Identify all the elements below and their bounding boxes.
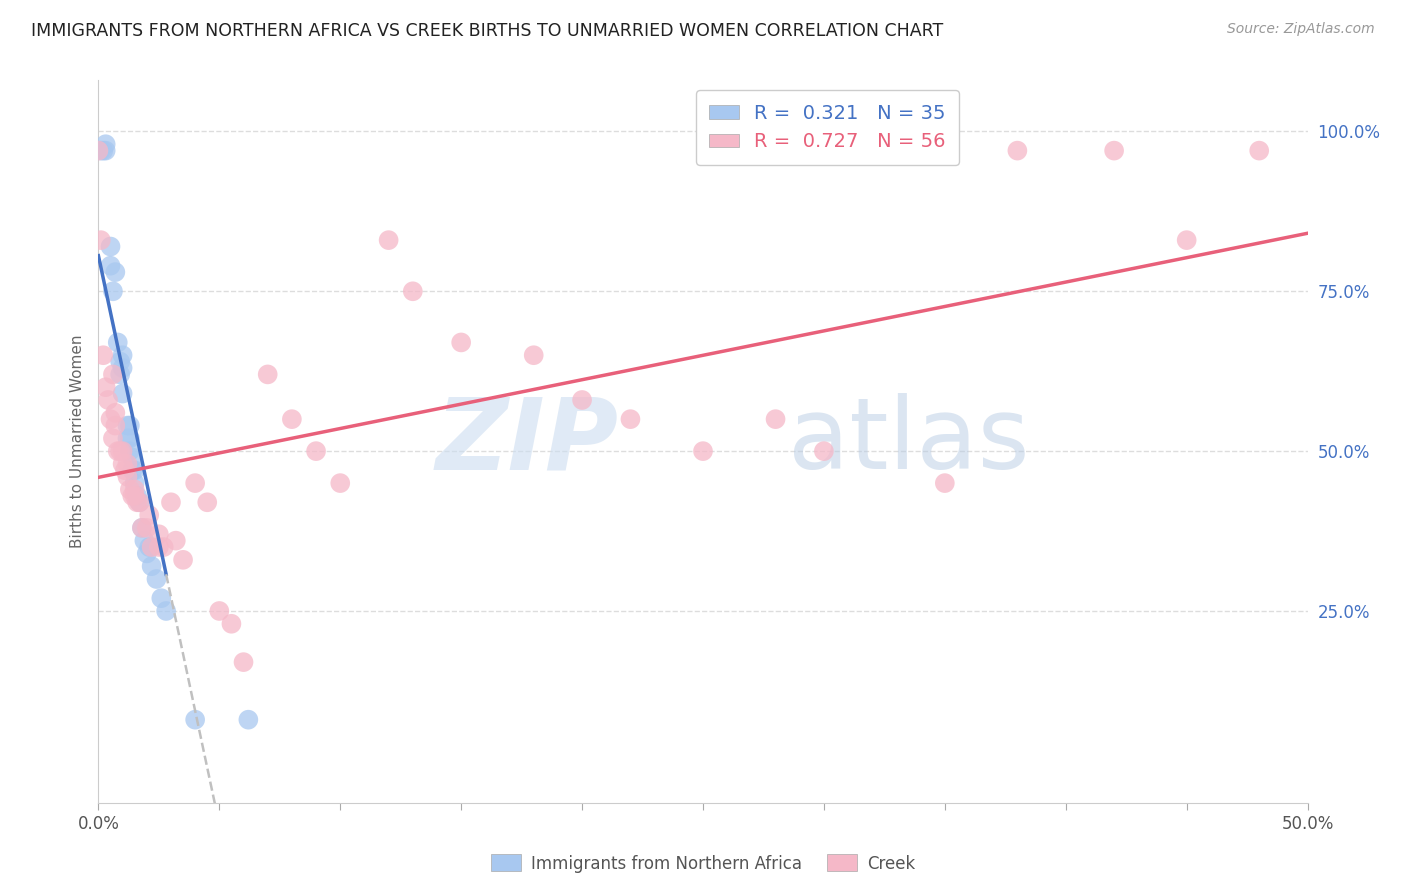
Point: [121, 489, 143, 503]
Point: [104, 406, 127, 420]
Point: [165, 533, 187, 548]
Point: [128, 495, 150, 509]
Point: [1102, 144, 1125, 158]
Legend: R =  0.321   N = 35, R =  0.727   N = 56: R = 0.321 N = 35, R = 0.727 N = 56: [696, 90, 959, 165]
Point: [117, 431, 139, 445]
Point: [117, 457, 139, 471]
Point: [377, 233, 399, 247]
Point: [124, 476, 146, 491]
Point: [111, 348, 134, 362]
Point: [118, 483, 141, 497]
Point: [131, 521, 153, 535]
Point: [101, 285, 124, 299]
Point: [121, 463, 143, 477]
Point: [90, 144, 112, 158]
Point: [108, 354, 131, 368]
Text: ZIP: ZIP: [436, 393, 619, 490]
Point: [108, 444, 131, 458]
Point: [87, 144, 110, 158]
Point: [1249, 144, 1271, 158]
Point: [765, 412, 787, 426]
Point: [118, 431, 141, 445]
Y-axis label: Births to Unmarried Women: Births to Unmarried Women: [69, 334, 84, 549]
Point: [101, 431, 124, 445]
Point: [108, 368, 131, 382]
Point: [402, 285, 425, 299]
Text: Source: ZipAtlas.com: Source: ZipAtlas.com: [1227, 22, 1375, 37]
Point: [256, 368, 278, 382]
Point: [571, 392, 593, 407]
Point: [94, 137, 117, 152]
Point: [104, 418, 127, 433]
Point: [100, 259, 122, 273]
Point: [813, 444, 835, 458]
Point: [91, 144, 114, 158]
Point: [117, 469, 139, 483]
Point: [184, 476, 207, 491]
Point: [134, 533, 156, 548]
Point: [111, 361, 134, 376]
Point: [160, 495, 183, 509]
Point: [124, 489, 146, 503]
Text: IMMIGRANTS FROM NORTHERN AFRICA VS CREEK BIRTHS TO UNMARRIED WOMEN CORRELATION C: IMMIGRANTS FROM NORTHERN AFRICA VS CREEK…: [31, 22, 943, 40]
Point: [238, 713, 260, 727]
Point: [145, 572, 167, 586]
Point: [135, 521, 157, 535]
Point: [111, 444, 134, 458]
Point: [111, 457, 134, 471]
Point: [91, 348, 114, 362]
Point: [208, 604, 231, 618]
Point: [107, 444, 129, 458]
Point: [114, 463, 136, 477]
Point: [128, 495, 150, 509]
Point: [104, 265, 127, 279]
Point: [934, 476, 956, 491]
Point: [124, 483, 146, 497]
Point: [138, 508, 160, 522]
Point: [127, 489, 149, 503]
Point: [90, 233, 112, 247]
Point: [121, 450, 143, 465]
Point: [148, 540, 170, 554]
Point: [221, 616, 243, 631]
Point: [184, 713, 207, 727]
Point: [94, 380, 117, 394]
Point: [305, 444, 328, 458]
Legend: Immigrants from Northern Africa, Creek: Immigrants from Northern Africa, Creek: [484, 847, 922, 880]
Point: [329, 476, 352, 491]
Point: [148, 527, 170, 541]
Point: [107, 335, 129, 350]
Point: [94, 144, 117, 158]
Point: [100, 239, 122, 253]
Point: [155, 604, 177, 618]
Point: [195, 495, 218, 509]
Point: [619, 412, 641, 426]
Text: atlas: atlas: [787, 393, 1029, 490]
Point: [124, 463, 146, 477]
Point: [152, 540, 174, 554]
Point: [141, 559, 163, 574]
Point: [692, 444, 714, 458]
Point: [1175, 233, 1198, 247]
Point: [131, 521, 153, 535]
Point: [118, 418, 141, 433]
Point: [523, 348, 546, 362]
Point: [141, 540, 163, 554]
Point: [150, 591, 173, 606]
Point: [232, 655, 254, 669]
Point: [111, 386, 134, 401]
Point: [117, 418, 139, 433]
Point: [118, 444, 141, 458]
Point: [127, 495, 149, 509]
Point: [1007, 144, 1029, 158]
Point: [172, 553, 194, 567]
Point: [97, 392, 120, 407]
Point: [101, 368, 124, 382]
Point: [135, 546, 157, 560]
Point: [450, 335, 472, 350]
Point: [281, 412, 304, 426]
Point: [138, 540, 160, 554]
Point: [100, 412, 122, 426]
